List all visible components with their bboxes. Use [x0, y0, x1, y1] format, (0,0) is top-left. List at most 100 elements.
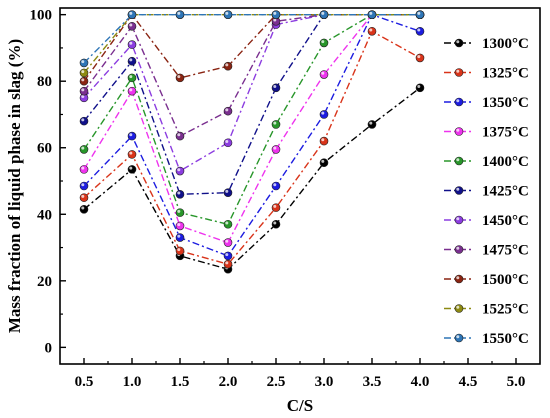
data-point-highlight: [129, 151, 133, 155]
data-point-highlight: [321, 138, 325, 142]
data-point-highlight: [417, 55, 421, 59]
legend-label: 1525°C: [482, 302, 529, 318]
y-tick-label: 20: [37, 274, 52, 290]
data-point-highlight: [177, 11, 181, 15]
data-point: [271, 181, 281, 191]
data-point: [415, 53, 425, 63]
data-point-highlight: [81, 118, 85, 122]
legend-label: 1550°C: [482, 331, 529, 347]
legend-marker: [454, 304, 464, 313]
series-line: [83, 13, 420, 74]
data-point-highlight: [81, 206, 85, 210]
series-line: [83, 13, 420, 82]
legend-marker-highlight: [456, 217, 460, 221]
data-point-highlight: [225, 11, 229, 15]
legend-marker: [454, 127, 464, 136]
legend-marker: [454, 97, 464, 107]
data-point-highlight: [225, 239, 229, 243]
x-tick-label: 1.5: [171, 374, 190, 390]
data-point: [79, 204, 89, 214]
data-point: [367, 26, 377, 36]
legend-marker: [454, 68, 464, 77]
series-line: [83, 13, 420, 196]
data-point: [223, 251, 233, 261]
data-point: [319, 110, 329, 119]
data-point: [223, 106, 233, 116]
legend: 1300°C 1325°C 1350°C 1375°C 1400°C 1425°C 1450…: [444, 36, 529, 347]
x-tick-label: 5.0: [507, 374, 526, 390]
data-point-highlight: [129, 133, 133, 137]
data-point-highlight: [321, 71, 325, 75]
data-point-highlight: [177, 234, 181, 238]
data-point: [271, 145, 281, 154]
series-1325: [79, 26, 425, 269]
data-point: [223, 259, 233, 269]
data-point: [79, 58, 89, 68]
axes-layer: 0.5 1.0 1.5 2.0 2.5 3.0 3.5 4.0 4.5 5.0 0 20 40 60 80 1…: [30, 7, 541, 390]
data-point-highlight: [273, 183, 277, 187]
legend-item: 1450°C: [444, 213, 529, 229]
data-point: [271, 83, 281, 93]
data-point-highlight: [273, 221, 277, 225]
data-point: [367, 120, 377, 129]
data-point: [415, 26, 425, 36]
data-point: [127, 150, 137, 159]
data-point-highlight: [177, 209, 181, 213]
legend-marker: [454, 333, 464, 343]
data-point-highlight: [417, 11, 421, 15]
data-point-highlight: [81, 60, 85, 64]
data-point: [175, 190, 185, 199]
data-point: [79, 86, 89, 96]
data-point-highlight: [177, 168, 181, 172]
data-point-highlight: [225, 63, 229, 67]
data-point-highlight: [177, 191, 181, 195]
data-point-highlight: [81, 146, 85, 150]
legend-label: 1500°C: [482, 272, 529, 288]
legend-marker-highlight: [456, 158, 460, 162]
legend-item: 1525°C: [444, 302, 529, 318]
legend-label: 1425°C: [482, 184, 529, 200]
data-point-highlight: [417, 85, 421, 89]
data-point: [319, 38, 329, 48]
series-line: [83, 87, 421, 270]
x-tick-label: 2.5: [267, 374, 286, 390]
data-point: [79, 76, 89, 86]
data-point-highlight: [273, 121, 277, 125]
data-point: [127, 73, 137, 83]
legend-item: 1425°C: [444, 184, 529, 200]
y-tick-label: 60: [37, 141, 52, 157]
data-point: [127, 131, 137, 141]
legend-marker-highlight: [456, 246, 460, 250]
data-point: [127, 10, 137, 19]
data-point-highlight: [369, 11, 373, 15]
data-point-highlight: [225, 139, 229, 143]
data-point: [319, 10, 329, 19]
data-point: [127, 86, 137, 96]
y-tick-label: 0: [45, 340, 53, 356]
y-tick-label: 100: [30, 8, 53, 24]
data-point-highlight: [81, 78, 85, 82]
data-point-highlight: [129, 23, 133, 27]
data-point: [79, 165, 89, 174]
legend-marker: [454, 186, 464, 195]
data-point-highlight: [225, 261, 229, 265]
data-point: [223, 188, 233, 197]
data-point-highlight: [177, 75, 181, 79]
data-point: [175, 233, 185, 242]
data-point-highlight: [129, 88, 133, 92]
data-point-highlight: [177, 133, 181, 137]
data-point: [223, 238, 233, 247]
y-tick-label: 40: [37, 207, 52, 223]
legend-marker: [454, 38, 464, 48]
data-point-highlight: [321, 111, 325, 115]
data-point-highlight: [81, 95, 85, 99]
data-point: [223, 219, 233, 229]
data-point-highlight: [273, 85, 277, 89]
data-point: [79, 193, 89, 202]
x-tick-label: 3.5: [363, 374, 382, 390]
data-point: [79, 181, 89, 191]
data-point: [319, 136, 329, 146]
data-point-highlight: [81, 194, 85, 198]
data-point-highlight: [81, 166, 85, 170]
legend-marker-highlight: [456, 276, 460, 280]
